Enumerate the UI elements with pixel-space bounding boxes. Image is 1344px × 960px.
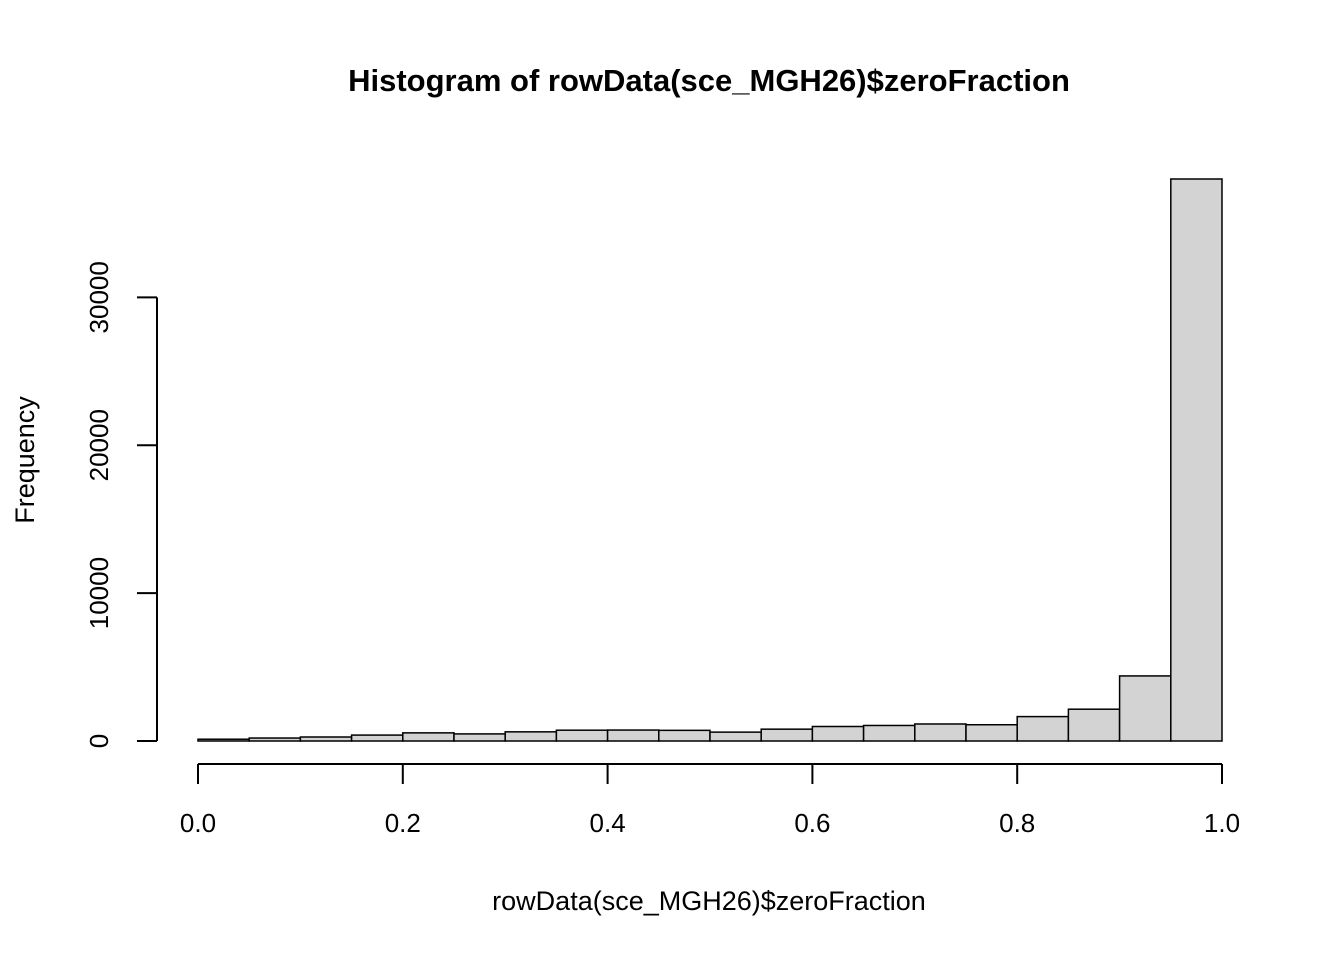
y-tick-label: 30000 [84, 261, 114, 333]
y-tick-label: 10000 [84, 557, 114, 629]
x-tick-label: 1.0 [1204, 808, 1240, 838]
histogram-bar [965, 723, 1018, 742]
histogram-bar [658, 729, 711, 742]
histogram-bar [1118, 675, 1172, 742]
y-axis: 0 10000 20000 30000 [84, 261, 158, 748]
x-tick-label: 0.4 [590, 808, 626, 838]
histogram-bar [914, 723, 967, 742]
chart-title: Histogram of rowData(sce_MGH26)$zeroFrac… [348, 63, 1070, 98]
histogram-bar [350, 734, 404, 742]
histogram-bar [709, 731, 762, 742]
x-axis-label: rowData(sce_MGH26)$zeroFraction [492, 886, 926, 916]
x-tick-label: 0.8 [999, 808, 1035, 838]
histogram-bars [197, 178, 1223, 742]
histogram-bar [197, 738, 250, 742]
histogram-bar [1170, 178, 1223, 742]
histogram-bar [606, 729, 660, 742]
histogram-bar [811, 725, 865, 742]
histogram-bar [248, 737, 302, 742]
histogram-bar [402, 732, 455, 742]
x-axis: 0.0 0.2 0.4 0.6 0.8 1.0 [180, 763, 1240, 838]
x-tick-label: 0.2 [385, 808, 421, 838]
histogram-bar [1067, 708, 1121, 742]
histogram-bar [862, 724, 916, 742]
x-tick-label: 0.6 [794, 808, 830, 838]
x-tick-label: 0.0 [180, 808, 216, 838]
histogram-bar [1016, 715, 1070, 742]
histogram-bar [504, 731, 558, 742]
histogram-bar [760, 728, 814, 742]
y-tick-label: 20000 [84, 409, 114, 481]
y-tick-label: 0 [84, 734, 114, 748]
y-axis-label: Frequency [10, 396, 40, 524]
histogram-bar [299, 736, 353, 742]
histogram-bar [555, 729, 609, 742]
histogram-bar [453, 733, 506, 742]
